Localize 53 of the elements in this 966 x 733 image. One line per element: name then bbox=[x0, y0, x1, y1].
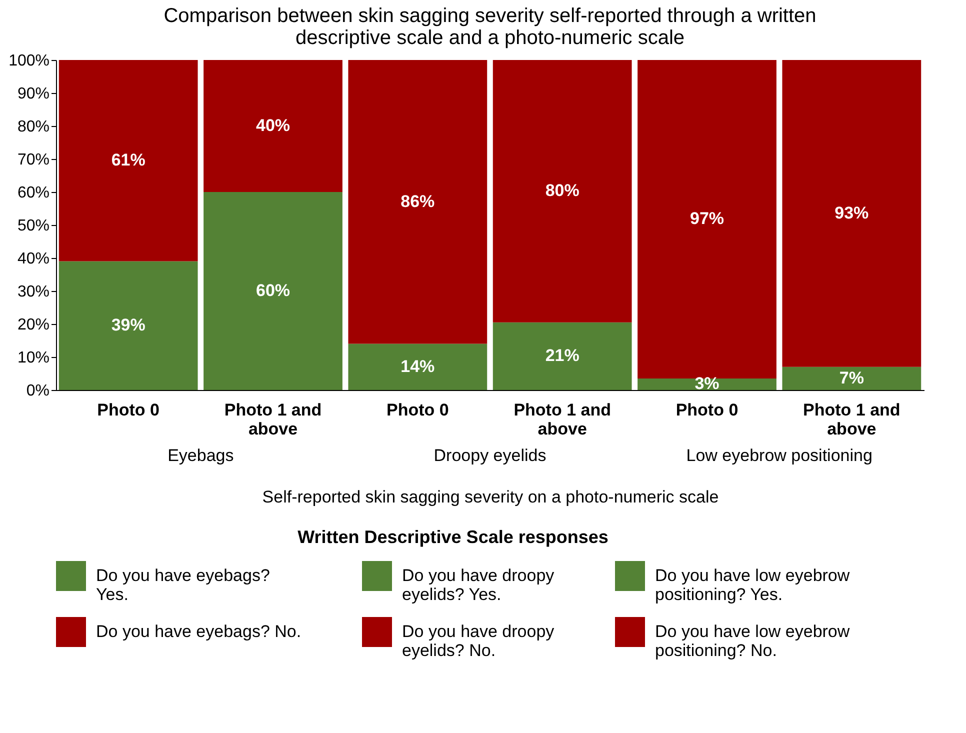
legend-label: Do you have eyebags? No. bbox=[96, 622, 302, 641]
bar bbox=[204, 192, 342, 390]
y-tick-label: 60% bbox=[17, 184, 50, 202]
x-tick-label: Photo 1 and above bbox=[803, 400, 900, 438]
legend-label: Do you have low eyebrow positioning? Yes. bbox=[655, 566, 850, 604]
x-tick-label: Photo 0 bbox=[676, 400, 738, 420]
y-tick-label: 0% bbox=[26, 382, 50, 400]
data-label: 3% bbox=[694, 374, 720, 394]
legend-label: Do you have droopy eyelids? Yes. bbox=[402, 566, 555, 604]
y-tick-label: 50% bbox=[17, 218, 50, 234]
bar bbox=[492, 60, 632, 322]
data-label: 93% bbox=[834, 203, 869, 222]
chart-title: Comparison between skin sagging severity self-reported through a written descriptive scale and a photo-numeric scale bbox=[164, 5, 816, 49]
y-tick-label: 40% bbox=[17, 250, 50, 268]
y-tick-label: 30% bbox=[17, 284, 50, 300]
bar bbox=[638, 60, 776, 378]
text: Low eyebrow positioning bbox=[686, 446, 872, 465]
legend-label: Do you have droopy eyelids? No. bbox=[402, 622, 555, 660]
legend-label: Do you have low eyebrow positioning? No. bbox=[655, 622, 850, 660]
x-axis-title: Self-reported skin sagging severity on a photo-numeric scale bbox=[262, 488, 719, 506]
x-tick-label: Photo 0 bbox=[386, 400, 449, 420]
y-tick-label: 100% bbox=[8, 52, 50, 70]
bar bbox=[492, 322, 632, 390]
data-label: 14% bbox=[400, 356, 435, 376]
data-label: 97% bbox=[690, 209, 724, 228]
x-tick-label: Photo 1 and above bbox=[224, 400, 322, 438]
bar bbox=[782, 60, 922, 367]
bar bbox=[58, 261, 198, 390]
data-label: 61% bbox=[111, 150, 146, 170]
x-tick-label: Photo 0 bbox=[97, 400, 160, 420]
data-label: 7% bbox=[839, 368, 864, 388]
y-tick-label: 90% bbox=[17, 86, 50, 102]
y-tick-label: 10% bbox=[17, 350, 50, 366]
legend-label: Do you have eyebags? Yes. bbox=[96, 566, 270, 604]
y-tick-label: 20% bbox=[17, 316, 50, 334]
text: Droopy eyelids bbox=[434, 446, 546, 465]
bar bbox=[348, 60, 488, 344]
y-tick-label: 80% bbox=[17, 118, 50, 136]
data-label: 39% bbox=[111, 316, 146, 335]
data-label: 21% bbox=[545, 346, 580, 366]
legend-title: Written Descriptive Scale responses bbox=[298, 527, 608, 547]
data-label: 80% bbox=[545, 181, 580, 200]
x-tick-label: Photo 1 and above bbox=[514, 400, 611, 438]
data-label: 86% bbox=[400, 192, 435, 211]
bar bbox=[204, 60, 342, 192]
bar bbox=[782, 366, 922, 390]
data-label: 60% bbox=[256, 281, 290, 300]
data-label: 40% bbox=[256, 116, 290, 135]
y-tick-label: 70% bbox=[17, 152, 50, 168]
bar bbox=[348, 344, 488, 390]
text: Eyebags bbox=[168, 446, 234, 465]
bar bbox=[58, 60, 198, 262]
bar bbox=[638, 378, 776, 390]
